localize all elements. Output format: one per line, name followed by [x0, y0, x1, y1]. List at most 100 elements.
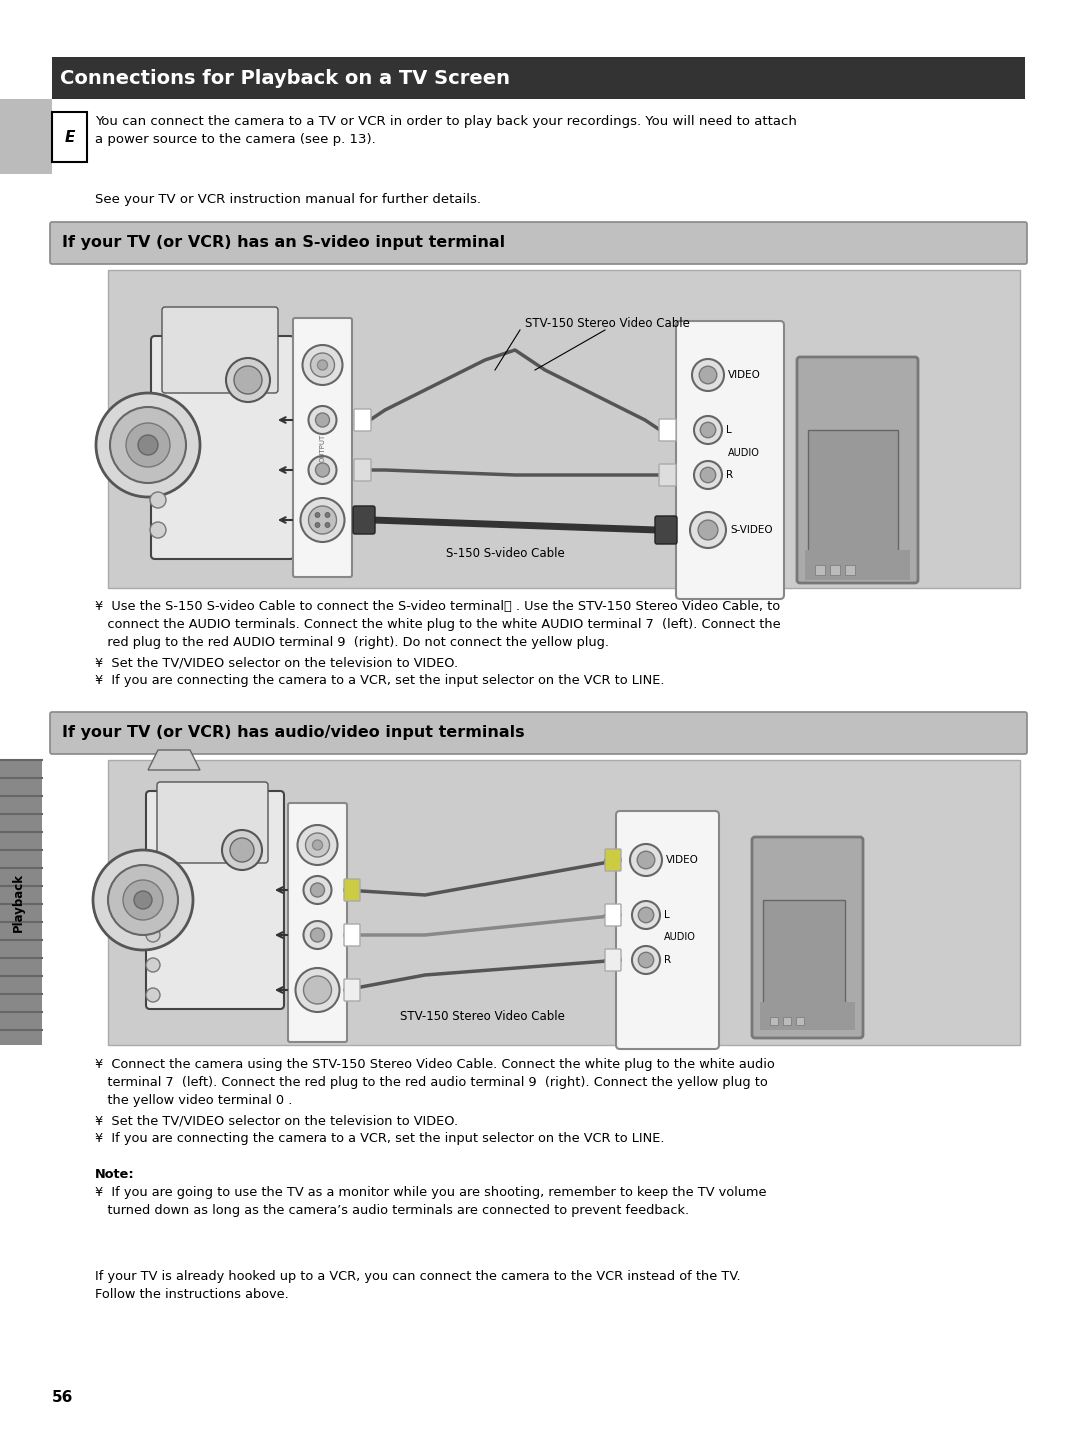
Text: L: L [726, 425, 732, 435]
Bar [0, 99, 52, 174]
Circle shape [698, 519, 718, 540]
FancyBboxPatch shape [659, 463, 676, 486]
FancyBboxPatch shape [605, 904, 621, 927]
Circle shape [638, 908, 653, 922]
Circle shape [138, 435, 158, 455]
Text: R: R [664, 955, 671, 966]
Circle shape [303, 876, 332, 904]
FancyBboxPatch shape [605, 849, 621, 871]
Circle shape [311, 928, 324, 943]
Text: ¥  If you are going to use the TV as a monitor while you are shooting, remember : ¥ If you are going to use the TV as a mo… [95, 1186, 767, 1217]
Circle shape [700, 468, 716, 482]
Circle shape [309, 456, 337, 484]
Circle shape [146, 928, 160, 943]
Bar [808, 430, 897, 570]
FancyBboxPatch shape [157, 781, 268, 863]
Circle shape [700, 422, 716, 437]
FancyBboxPatch shape [353, 507, 375, 534]
Text: 56: 56 [52, 1390, 73, 1404]
Circle shape [306, 833, 329, 858]
Bar [762, 899, 845, 1020]
FancyBboxPatch shape [605, 948, 621, 971]
Text: ¥  Set the TV/VIDEO selector on the television to VIDEO.: ¥ Set the TV/VIDEO selector on the telev… [95, 1114, 458, 1127]
Circle shape [315, 512, 320, 518]
Circle shape [150, 522, 166, 538]
FancyBboxPatch shape [288, 803, 347, 1042]
Text: ¥  Set the TV/VIDEO selector on the television to VIDEO.: ¥ Set the TV/VIDEO selector on the telev… [95, 656, 458, 669]
Circle shape [123, 881, 163, 920]
Bar [0, 760, 42, 1045]
Circle shape [302, 345, 342, 386]
Circle shape [325, 512, 330, 518]
Text: ¥  Use the S-150 S-video Cable to connect the S-video terminalⓓ . Use the STV-15: ¥ Use the S-150 S-video Cable to connect… [95, 600, 781, 649]
Text: See your TV or VCR instruction manual for further details.: See your TV or VCR instruction manual fo… [95, 193, 481, 206]
FancyBboxPatch shape [345, 979, 360, 1002]
Circle shape [234, 366, 262, 394]
Circle shape [296, 968, 339, 1012]
Text: If your TV (or VCR) has audio/video input terminals: If your TV (or VCR) has audio/video inpu… [62, 725, 525, 741]
FancyBboxPatch shape [676, 321, 784, 599]
Bar [108, 760, 1020, 1045]
FancyBboxPatch shape [146, 791, 284, 1009]
Text: L: L [664, 909, 670, 920]
Circle shape [632, 901, 660, 930]
Circle shape [96, 393, 200, 496]
Circle shape [311, 353, 335, 377]
FancyBboxPatch shape [616, 812, 719, 1049]
Bar [796, 1017, 804, 1025]
Circle shape [93, 850, 193, 950]
Text: Connections for Playback on a TV Screen: Connections for Playback on a TV Screen [60, 69, 510, 88]
FancyBboxPatch shape [151, 335, 294, 558]
Circle shape [638, 953, 653, 967]
Circle shape [222, 830, 262, 871]
Text: If your TV is already hooked up to a VCR, you can connect the camera to the VCR : If your TV is already hooked up to a VCR… [95, 1271, 741, 1301]
Bar [108, 271, 1020, 589]
Bar [770, 1017, 778, 1025]
FancyBboxPatch shape [797, 357, 918, 583]
Text: R: R [726, 471, 733, 481]
Circle shape [309, 406, 337, 435]
FancyBboxPatch shape [345, 879, 360, 901]
Circle shape [126, 423, 170, 468]
Text: VIDEO: VIDEO [666, 855, 699, 865]
Text: Playback: Playback [12, 873, 25, 932]
Bar [805, 550, 910, 580]
Circle shape [637, 852, 654, 869]
Circle shape [325, 522, 330, 528]
FancyBboxPatch shape [354, 409, 372, 432]
Circle shape [315, 413, 329, 427]
Bar [760, 1002, 855, 1030]
Circle shape [300, 498, 345, 543]
Circle shape [312, 840, 323, 850]
Circle shape [146, 989, 160, 1002]
Bar [52, 112, 87, 163]
Circle shape [226, 358, 270, 401]
Text: VIDEO: VIDEO [728, 370, 761, 380]
Text: E: E [65, 130, 75, 144]
FancyBboxPatch shape [752, 837, 863, 1038]
Circle shape [694, 416, 723, 445]
Circle shape [309, 507, 337, 534]
FancyBboxPatch shape [659, 419, 676, 440]
Circle shape [630, 845, 662, 876]
Text: S-150 S-video Cable: S-150 S-video Cable [446, 547, 565, 560]
Circle shape [311, 884, 324, 896]
Text: If your TV (or VCR) has an S-video input terminal: If your TV (or VCR) has an S-video input… [62, 236, 505, 250]
Text: STV-150 Stereo Video Cable: STV-150 Stereo Video Cable [400, 1010, 565, 1023]
Text: STV-150 Stereo Video Cable: STV-150 Stereo Video Cable [525, 317, 690, 330]
Circle shape [297, 825, 337, 865]
Circle shape [690, 512, 726, 548]
FancyBboxPatch shape [293, 318, 352, 577]
Bar [52, 58, 1025, 99]
Circle shape [692, 358, 724, 391]
FancyBboxPatch shape [50, 712, 1027, 754]
FancyBboxPatch shape [50, 222, 1027, 263]
Circle shape [303, 921, 332, 948]
FancyBboxPatch shape [354, 459, 372, 481]
Circle shape [146, 958, 160, 971]
Text: ¥  Connect the camera using the STV-150 Stereo Video Cable. Connect the white pl: ¥ Connect the camera using the STV-150 S… [95, 1058, 774, 1107]
Bar [815, 566, 825, 576]
Text: OUTPUT: OUTPUT [320, 433, 325, 462]
Circle shape [108, 865, 178, 935]
Circle shape [694, 460, 723, 489]
